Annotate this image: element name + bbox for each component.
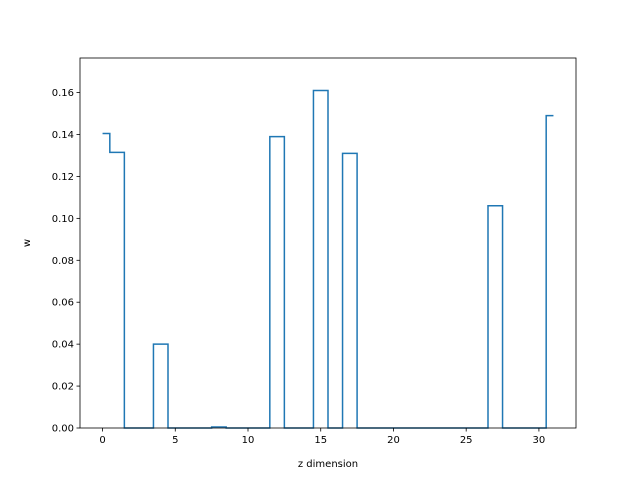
y-tick-label: 0.16 bbox=[52, 88, 74, 99]
x-tick-label: 5 bbox=[172, 435, 178, 446]
x-tick-label: 25 bbox=[460, 435, 473, 446]
y-tick-label: 0.12 bbox=[52, 172, 74, 183]
y-ticks: 0.00 0.02 0.04 0.06 0.08 0.10 0.12 0.14 0.16 bbox=[52, 88, 80, 435]
y-tick-label: 0.00 bbox=[52, 424, 74, 435]
y-axis-label: w bbox=[22, 239, 33, 247]
y-tick-label: 0.04 bbox=[52, 340, 74, 351]
plot-frame bbox=[79, 57, 577, 429]
series-line-0 bbox=[102, 89, 554, 429]
x-tick-label: 0 bbox=[99, 435, 105, 446]
y-tick-label: 0.02 bbox=[52, 382, 74, 393]
x-tick-label: 10 bbox=[242, 435, 255, 446]
x-tick-label: 30 bbox=[533, 435, 546, 446]
y-tick-label: 0.10 bbox=[52, 214, 74, 225]
y-tick-label: 0.08 bbox=[52, 256, 74, 267]
x-ticks: 0 5 10 15 20 25 30 bbox=[99, 428, 545, 446]
y-tick-label: 0.06 bbox=[52, 298, 74, 309]
x-axis-label: z dimension bbox=[298, 459, 358, 470]
x-tick-label: 15 bbox=[314, 435, 327, 446]
series-layer bbox=[102, 89, 554, 429]
y-tick-label: 0.14 bbox=[52, 130, 74, 141]
x-tick-label: 20 bbox=[387, 435, 400, 446]
